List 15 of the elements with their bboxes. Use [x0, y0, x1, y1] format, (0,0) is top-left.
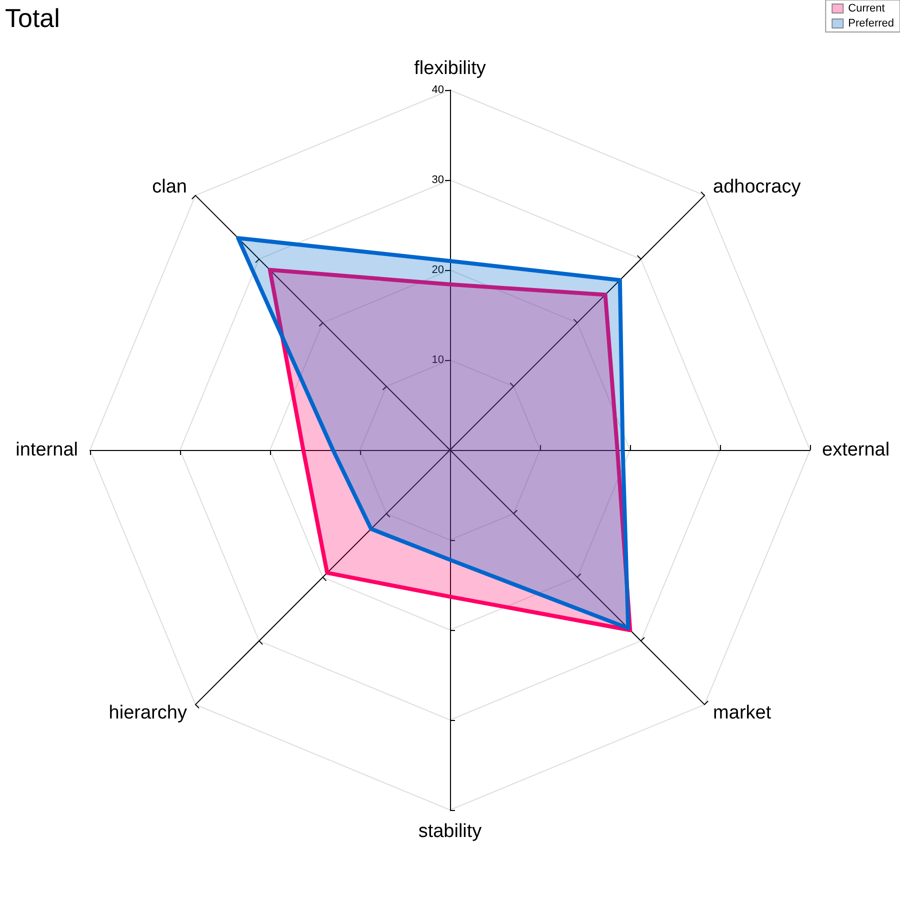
legend-label: Current	[848, 2, 885, 14]
y-tick-label: 40	[432, 84, 444, 96]
spoke-label: stability	[418, 821, 482, 842]
spoke-label: market	[713, 702, 772, 724]
y-tick-label: 20	[432, 264, 444, 276]
spoke-label: hierarchy	[108, 702, 188, 724]
y-tick-label: 10	[432, 354, 444, 366]
spoke-label: internal	[16, 440, 78, 460]
spoke-label: adhocracy	[713, 176, 802, 198]
legend-label: Preferred	[848, 18, 894, 30]
y-tick-label: 30	[432, 174, 444, 186]
spoke-label: flexibility	[414, 58, 486, 79]
spoke-label: clan	[152, 176, 187, 198]
spoke-label: external	[822, 440, 890, 460]
chart-title: Total	[5, 3, 60, 33]
